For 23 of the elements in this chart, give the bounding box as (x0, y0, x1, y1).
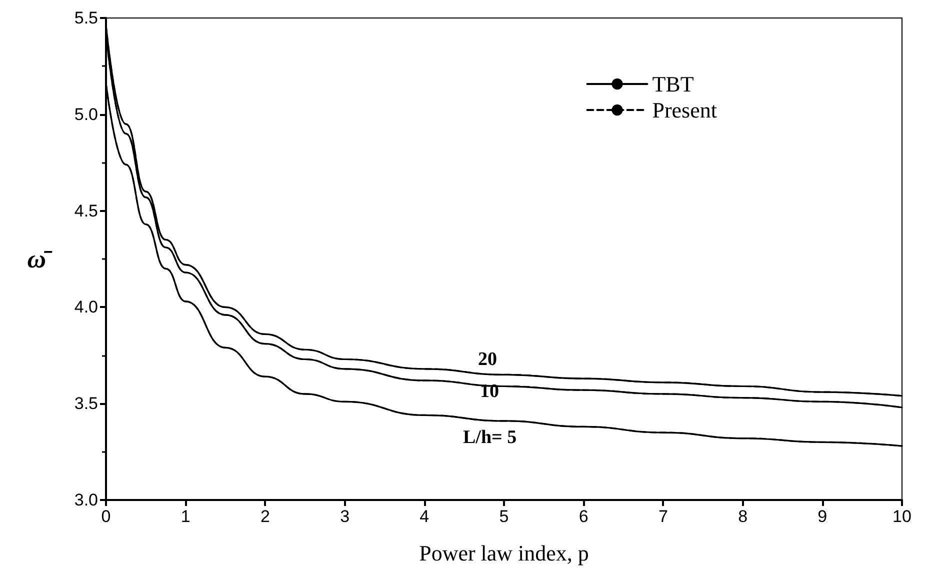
x-axis-title: Power law index, p (419, 540, 589, 566)
x-tick-label: 7 (658, 507, 668, 526)
x-tick-label: 9 (818, 507, 828, 526)
x-tick-label: 8 (738, 507, 748, 526)
annotation: 20 (478, 349, 497, 370)
x-tick-label: 3 (340, 507, 350, 526)
x-tick-label: 2 (260, 507, 270, 526)
x-tick-label: 4 (420, 507, 430, 526)
legend-label: Present (652, 98, 717, 122)
x-tick-label: 5 (499, 507, 509, 526)
annotation: L/h= 5 (463, 427, 517, 448)
x-tick-label: 6 (578, 507, 588, 526)
x-tick-label: 10 (892, 507, 912, 526)
x-tick-label: 0 (101, 507, 111, 526)
y-tick-label: 4.5 (74, 201, 98, 220)
y-tick-label: 4.0 (74, 298, 98, 317)
y-tick-label: 3.0 (74, 490, 98, 510)
y-tick-label: 3.5 (74, 394, 98, 414)
legend-label: TBT (652, 72, 694, 96)
x-tick-label: 1 (180, 507, 190, 526)
y-tick-label: 5.5 (74, 8, 98, 28)
y-axis-title: ω̄ (27, 244, 53, 274)
y-tick-label: 5.0 (74, 104, 98, 124)
